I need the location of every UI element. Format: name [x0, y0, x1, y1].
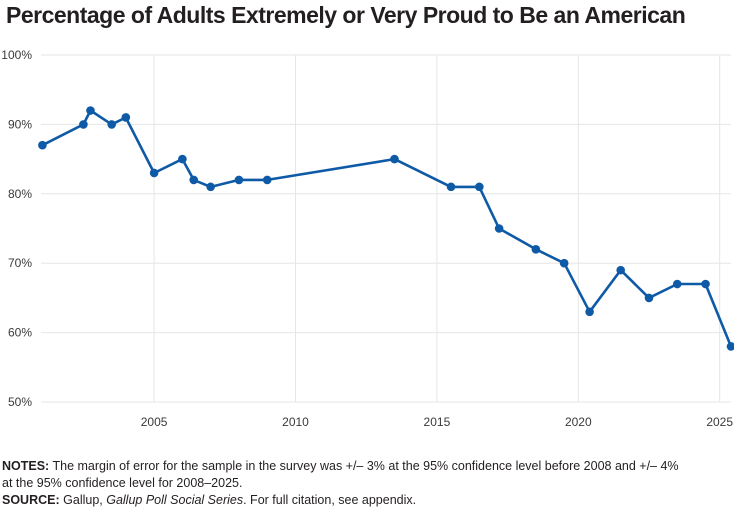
notes-text-1: The margin of error for the sample in th…	[52, 459, 679, 473]
data-point	[121, 113, 131, 122]
y-tick-label: 80%	[8, 187, 32, 201]
notes-text-2: at the 95% confidence level for 2008–202…	[2, 476, 243, 490]
notes-line-1: NOTES: The margin of error for the sampl…	[2, 458, 730, 475]
y-tick-label: 50%	[8, 395, 32, 409]
notes-label: NOTES:	[2, 459, 50, 473]
x-tick-label: 2005	[141, 415, 168, 429]
series-line-layer	[41, 109, 733, 347]
data-point	[701, 279, 710, 289]
y-tick-label: 60%	[8, 326, 32, 340]
data-point	[206, 182, 215, 192]
y-tick-label: 70%	[8, 256, 32, 270]
data-point	[86, 106, 95, 115]
source-label: SOURCE:	[2, 493, 60, 507]
data-point	[178, 154, 187, 164]
source-line: SOURCE: Gallup, Gallup Poll Social Serie…	[2, 492, 730, 509]
series-line	[41, 109, 733, 347]
data-point	[189, 175, 199, 185]
data-point	[644, 293, 654, 303]
data-point	[475, 182, 484, 192]
x-tick-label: 2025	[706, 415, 733, 429]
axis-labels: 50% 60% 70% 80% 90% 100% 2005 2010 2015 2020 2025	[1, 48, 733, 429]
source-text-1: Gallup,	[63, 493, 107, 507]
y-tick-label: 90%	[8, 117, 32, 131]
data-point	[390, 154, 399, 164]
chart-title: Percentage of Adults Extremely or Very P…	[6, 2, 686, 28]
grid-lines	[41, 54, 731, 403]
data-point	[616, 265, 626, 275]
data-point	[726, 342, 734, 351]
data-point	[446, 182, 456, 192]
notes-line-2: at the 95% confidence level for 2008–202…	[2, 475, 730, 492]
line-chart: 50% 60% 70% 80% 90% 100% 2005 2010 2015 2020 2025	[1, 48, 734, 429]
data-point	[531, 245, 541, 254]
data-point	[38, 140, 47, 150]
x-tick-label: 2015	[424, 415, 451, 429]
data-point	[494, 224, 504, 233]
y-tick-label: 100%	[1, 48, 32, 62]
source-series: Gallup Poll Social Series	[106, 493, 244, 507]
chart-notes: NOTES: The margin of error for the sampl…	[2, 458, 730, 509]
data-point	[672, 279, 682, 289]
data-points	[38, 106, 734, 351]
data-point	[79, 120, 88, 129]
data-point	[149, 168, 159, 178]
x-tick-label: 2010	[282, 415, 309, 429]
data-point	[585, 307, 594, 317]
data-point	[262, 175, 272, 185]
data-point	[107, 120, 116, 129]
x-tick-label: 2020	[565, 415, 592, 429]
data-point	[234, 175, 244, 185]
data-point	[559, 258, 569, 268]
source-text-2: . For full citation, see appendix.	[243, 493, 417, 507]
